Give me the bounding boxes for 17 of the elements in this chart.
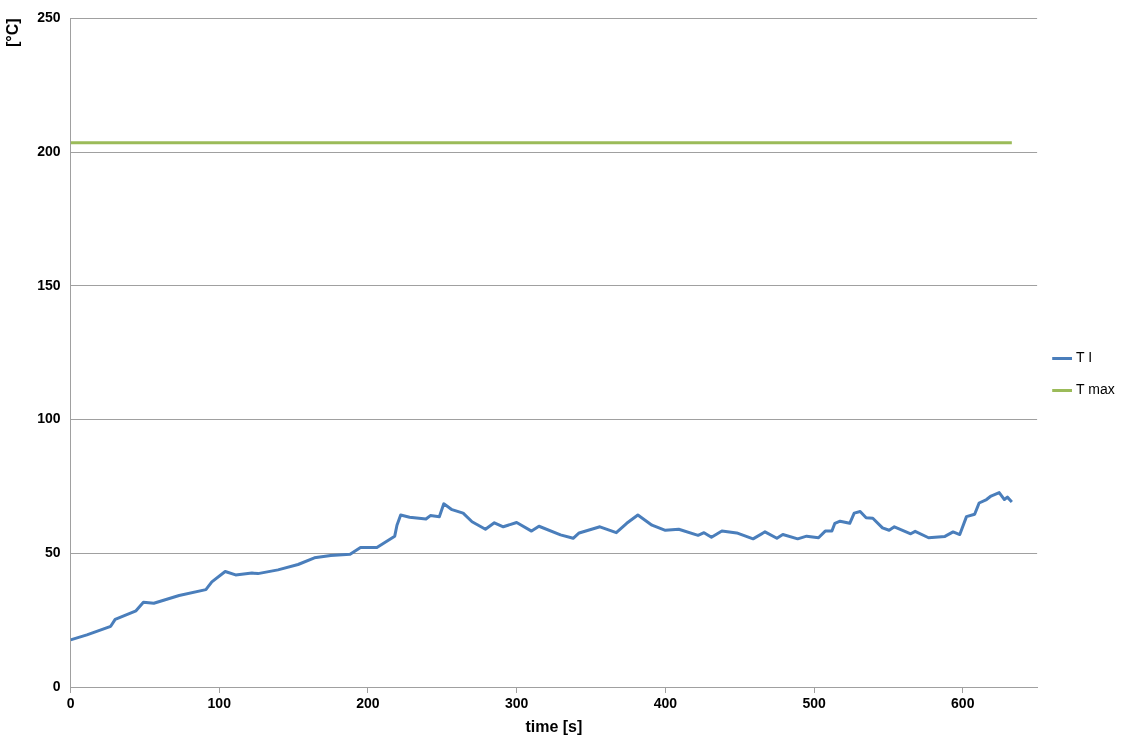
y-tick-label: 50 — [44, 544, 61, 561]
x-axis-title: time [s] — [525, 717, 583, 735]
y-tick-label: 0 — [52, 677, 61, 694]
x-tick-label: 500 — [802, 695, 826, 712]
x-tick-label: 200 — [356, 695, 380, 712]
y-axis-title: [°C] — [4, 18, 22, 48]
legend-label: T I — [1076, 349, 1093, 366]
x-tick-label: 600 — [951, 695, 975, 712]
y-tick-label: 100 — [37, 410, 61, 427]
x-tick-label: 400 — [653, 695, 678, 712]
x-tick-label: 100 — [207, 695, 232, 712]
x-tick-label: 0 — [66, 695, 75, 712]
legend-label: T max — [1076, 381, 1115, 398]
y-tick-label: 150 — [37, 276, 61, 293]
y-tick-label: 250 — [37, 9, 61, 26]
x-tick-label: 300 — [504, 695, 529, 712]
y-tick-label: 200 — [37, 142, 61, 159]
